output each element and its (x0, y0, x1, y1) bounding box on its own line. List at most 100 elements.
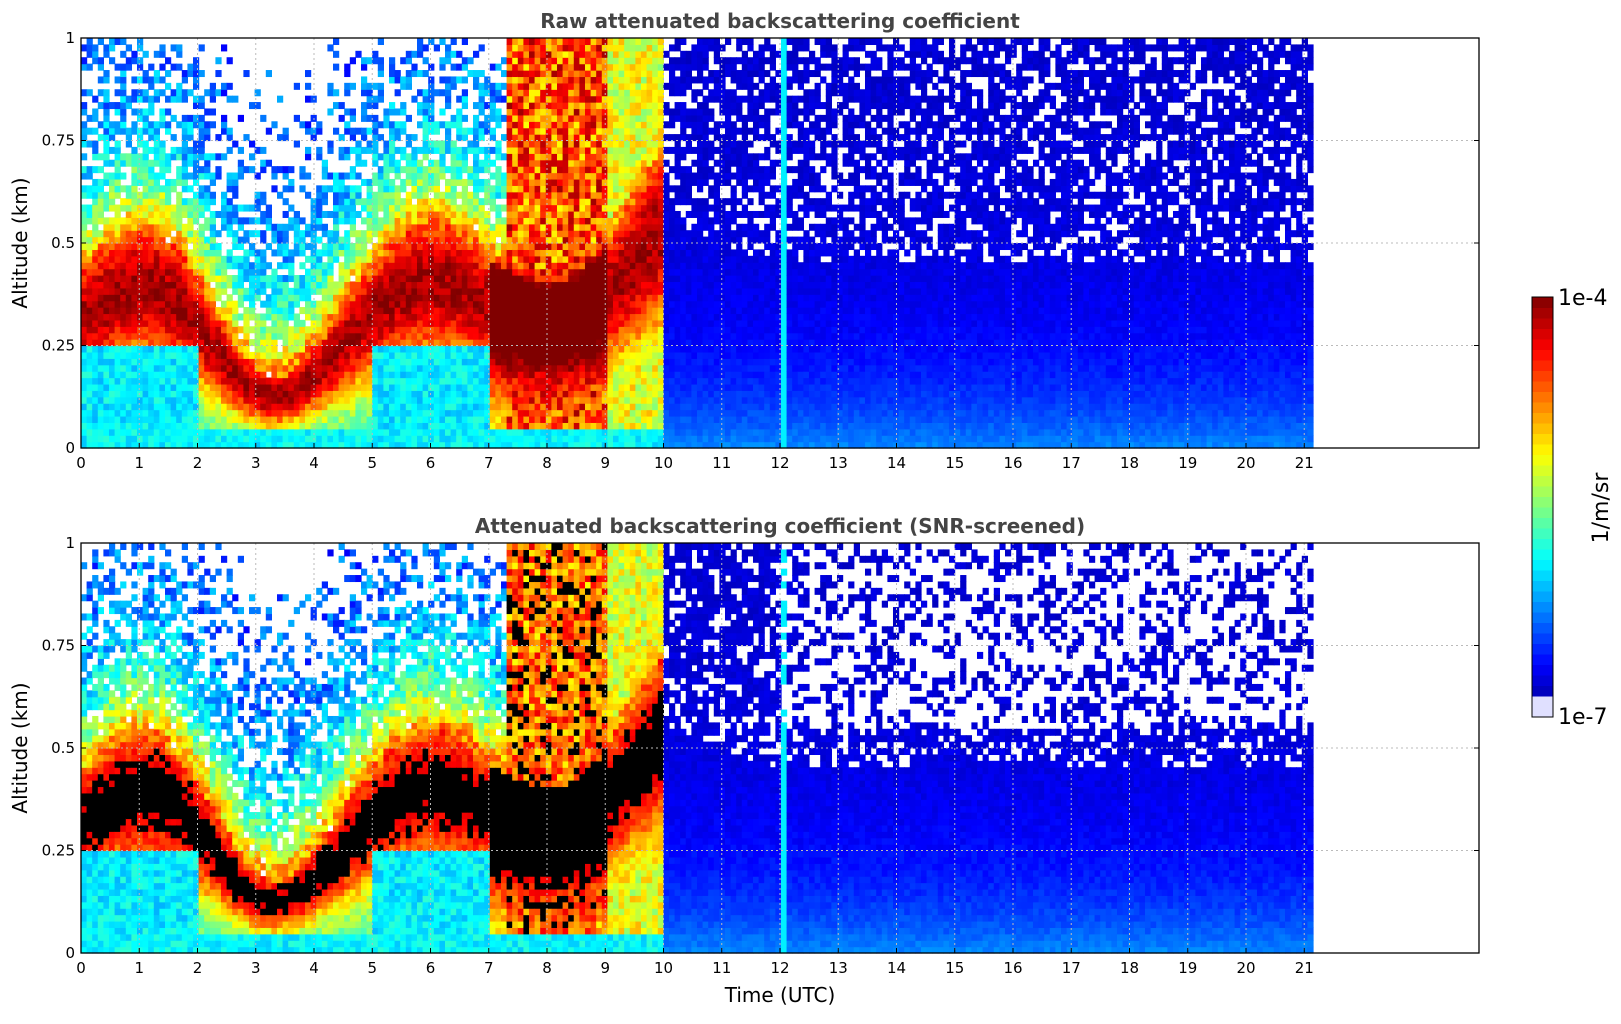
heatmap-cell (366, 185, 373, 193)
heatmap-cell (271, 326, 278, 334)
heatmap-cell (612, 275, 620, 283)
heatmap-cell (383, 441, 390, 449)
heatmap-cell (445, 230, 452, 238)
heatmap-cell (562, 268, 569, 276)
heatmap-cell (512, 307, 519, 315)
heatmap-cell (215, 57, 222, 65)
heatmap-cell (596, 345, 603, 353)
heatmap-cell (433, 159, 440, 167)
heatmap-cell (372, 178, 379, 186)
heatmap-cell (193, 249, 200, 257)
heatmap-cell (377, 185, 384, 193)
heatmap-cell (534, 89, 541, 97)
heatmap-cell (237, 403, 244, 411)
heatmap-cell (181, 275, 188, 283)
heatmap-cell (607, 191, 614, 199)
heatmap-cell (428, 89, 435, 97)
heatmap-cell (165, 294, 172, 302)
heatmap-cell (523, 377, 530, 385)
heatmap-cell (187, 217, 194, 225)
heatmap-cell (557, 76, 564, 84)
heatmap-cell (512, 146, 519, 154)
heatmap-cell (366, 435, 373, 443)
heatmap-cell (467, 127, 474, 135)
heatmap-cell (170, 358, 177, 366)
heatmap-cell (523, 403, 530, 411)
heatmap-cell (114, 326, 121, 334)
heatmap-cell (489, 268, 496, 276)
heatmap-cell (299, 396, 306, 404)
heatmap-cell (383, 275, 390, 283)
heatmap-cell (411, 63, 418, 71)
heatmap-cell (148, 428, 155, 436)
heatmap-cell (573, 435, 580, 443)
heatmap-cell (137, 351, 144, 359)
heatmap-cell (612, 50, 620, 58)
heatmap-cell (417, 364, 424, 372)
heatmap-cell (584, 281, 592, 289)
heatmap-cell (428, 185, 435, 193)
heatmap-cell (271, 313, 278, 321)
heatmap-cell (590, 262, 597, 270)
heatmap-cell (534, 185, 541, 193)
heatmap-cell (512, 89, 519, 97)
heatmap-cell (237, 159, 244, 167)
heatmap-cell (198, 422, 205, 430)
heatmap-cell (282, 332, 289, 340)
heatmap-cell (433, 403, 440, 411)
heatmap-cell (540, 332, 547, 340)
heatmap-cell (545, 428, 552, 436)
heatmap-cell (612, 57, 620, 65)
heatmap-cell (81, 191, 88, 199)
heatmap-cell (551, 185, 558, 193)
heatmap-cell (86, 313, 93, 321)
heatmap-cell (153, 185, 160, 193)
heatmap-cell (221, 441, 228, 449)
heatmap-cell (517, 134, 524, 142)
heatmap-cell (411, 249, 418, 257)
heatmap-cell (523, 332, 530, 340)
heatmap-cell (523, 185, 530, 193)
heatmap-cell (377, 409, 384, 417)
heatmap-cell (243, 230, 250, 238)
heatmap-cell (254, 191, 261, 199)
heatmap-cell (601, 262, 608, 270)
heatmap-cell (456, 95, 463, 103)
heatmap-cell (607, 428, 614, 436)
heatmap-cell (596, 95, 603, 103)
heatmap-cell (305, 294, 312, 302)
heatmap-cell (137, 89, 144, 97)
heatmap-cell (557, 178, 564, 186)
heatmap-cell (579, 217, 586, 225)
heatmap-cell (254, 351, 261, 359)
heatmap-cell (209, 428, 216, 436)
heatmap-cell (282, 441, 289, 449)
heatmap-cell (405, 351, 412, 359)
heatmap-cell (232, 390, 239, 398)
heatmap-cell (501, 332, 508, 340)
heatmap-cell (120, 313, 127, 321)
heatmap-cell (321, 364, 328, 372)
heatmap-cell (338, 294, 345, 302)
heatmap-cell (389, 243, 396, 251)
heatmap-cell (512, 441, 519, 449)
heatmap-cell (181, 332, 188, 340)
heatmap-cell (545, 230, 552, 238)
heatmap-cell (355, 326, 362, 334)
heatmap-cell (338, 275, 345, 283)
heatmap-cell (450, 326, 457, 334)
heatmap-cell (277, 230, 284, 238)
heatmap-cell (506, 332, 513, 340)
heatmap-cell (512, 428, 519, 436)
heatmap-cell (473, 435, 480, 443)
heatmap-cell (181, 307, 188, 315)
heatmap-cell (204, 409, 211, 417)
heatmap-cell (607, 307, 614, 315)
heatmap-cell (103, 307, 110, 315)
heatmap-cell (400, 377, 407, 385)
heatmap-cell (579, 38, 586, 46)
heatmap-cell (445, 236, 452, 244)
heatmap-cell (271, 358, 278, 366)
heatmap-cell (618, 332, 625, 340)
heatmap-cell (551, 377, 558, 385)
